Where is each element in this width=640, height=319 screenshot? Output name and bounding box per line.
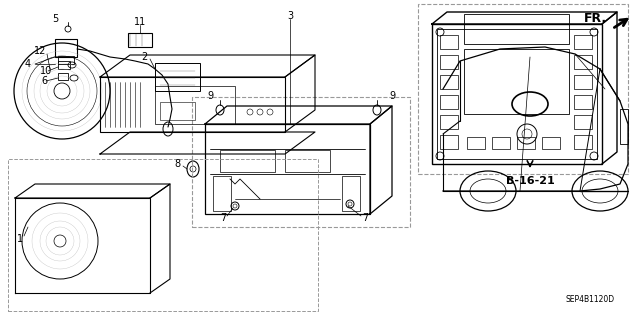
Bar [542, 137, 560, 149]
Text: 9: 9 [389, 91, 395, 101]
Bar [55, 39, 77, 57]
Text: 1: 1 [17, 234, 23, 244]
Bar [574, 115, 592, 129]
Bar [437, 29, 597, 159]
Bar [213, 176, 231, 211]
Text: 4: 4 [25, 59, 31, 69]
Text: 7: 7 [220, 213, 226, 223]
Bar [432, 24, 602, 164]
Text: 8: 8 [174, 159, 180, 169]
Text: SEP4B1120D: SEP4B1120D [565, 294, 614, 303]
Bar [440, 35, 458, 49]
Bar [492, 137, 510, 149]
Bar [192, 97, 410, 227]
Bar [440, 55, 458, 69]
Bar [517, 137, 535, 149]
Bar [574, 55, 592, 69]
Bar [440, 135, 458, 149]
Bar [574, 135, 592, 149]
Bar [464, 49, 569, 114]
Bar [467, 137, 485, 149]
Text: 10: 10 [40, 66, 52, 76]
Bar [440, 75, 458, 89]
Bar [128, 33, 152, 47]
Bar [464, 14, 569, 44]
Bar [342, 176, 360, 211]
Text: B-16-21: B-16-21 [506, 176, 554, 186]
Bar [8, 159, 318, 311]
Text: 5: 5 [52, 14, 58, 24]
Bar [418, 4, 628, 174]
Bar [285, 150, 330, 172]
Text: 9: 9 [207, 91, 213, 101]
Bar [220, 150, 275, 172]
Bar [155, 63, 200, 91]
Bar [620, 109, 628, 144]
Text: FR.: FR. [584, 12, 607, 26]
Bar [205, 124, 370, 214]
Text: 2: 2 [141, 52, 148, 62]
Bar [155, 86, 235, 124]
Bar [58, 56, 74, 64]
Bar [574, 75, 592, 89]
Bar [574, 35, 592, 49]
Text: 12: 12 [34, 46, 46, 56]
Bar [440, 115, 458, 129]
Bar [58, 61, 70, 69]
Bar [58, 73, 68, 80]
Bar [440, 95, 458, 109]
Text: 6: 6 [41, 76, 47, 86]
Bar [100, 77, 285, 132]
Bar [160, 102, 195, 120]
Text: 3: 3 [287, 11, 293, 21]
Text: 7: 7 [362, 213, 368, 223]
Text: 11: 11 [134, 17, 146, 27]
Bar [574, 95, 592, 109]
